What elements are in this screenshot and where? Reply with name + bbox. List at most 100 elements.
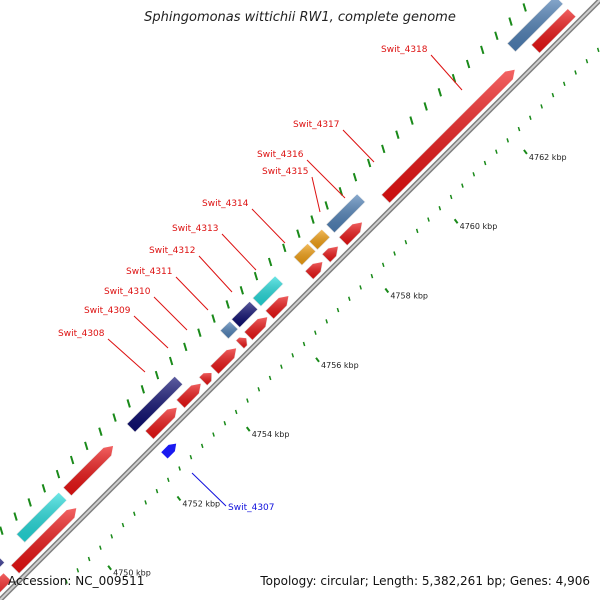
tick-mark — [76, 568, 80, 573]
tick-mark — [69, 455, 75, 465]
scale-tick — [176, 495, 182, 502]
gene-block-shade — [16, 491, 68, 543]
gene-arrow-shade — [0, 572, 13, 593]
tick-mark — [98, 427, 103, 436]
tick-mark — [508, 17, 513, 26]
tick-mark — [517, 126, 521, 132]
tick-mark — [427, 217, 430, 222]
label-leader-line — [198, 255, 233, 293]
gene-block-swit-4316-shade — [325, 193, 366, 234]
tick-mark — [366, 158, 372, 168]
scale-label: 4752 kbp — [182, 499, 220, 508]
tick-mark — [87, 556, 91, 562]
tick-mark — [178, 466, 181, 471]
gene-block-swit-4308-shade — [126, 375, 184, 433]
tick-mark — [84, 441, 89, 451]
gene-arrow-swit-4310b-shade — [210, 347, 237, 375]
tick-mark — [144, 500, 147, 505]
tick-mark — [225, 300, 230, 309]
gene-arrow-swit-4308-shade — [144, 406, 178, 440]
tick-mark — [183, 342, 188, 352]
tick-mark — [112, 413, 117, 422]
gene-label: Swit_4316 — [257, 150, 304, 160]
label-leader-line — [175, 276, 209, 311]
tick-mark — [381, 262, 385, 268]
tick-mark — [55, 469, 61, 479]
tick-mark — [302, 341, 306, 347]
tick-mark — [200, 443, 204, 449]
gene-block-swit-4318-shade — [506, 0, 564, 52]
tick-mark — [234, 409, 238, 415]
tick-mark — [324, 201, 329, 210]
scale-tick — [523, 149, 528, 155]
gene-label: Swit_4309 — [84, 306, 131, 316]
gene-arrow-swit-4316-shade — [338, 221, 363, 246]
tick-mark — [310, 215, 315, 224]
tick-mark — [197, 328, 202, 338]
map-title: Sphingomonas wittichii RW1, complete gen… — [144, 10, 456, 25]
tick-mark — [27, 498, 32, 507]
label-leader-line — [306, 159, 346, 199]
tick-mark — [461, 183, 464, 188]
tick-mark — [522, 3, 527, 12]
tick-mark — [562, 81, 566, 87]
gene-label: Swit_4314 — [202, 199, 249, 209]
gene-labels: Swit_4308 Swit_4309 Swit_4310 Swit_4311 Swit… — [58, 45, 463, 513]
tick-mark — [267, 257, 273, 267]
label-leader-line — [311, 176, 321, 213]
tick-mark — [212, 432, 215, 437]
tick-mark — [126, 399, 131, 408]
tick-mark — [168, 356, 174, 366]
tick-mark — [551, 92, 555, 98]
tick-mark — [99, 545, 102, 550]
gene-label: Swit_4315 — [262, 167, 309, 177]
tick-mark — [395, 130, 400, 140]
gene-arrow-swit-4312-shade — [243, 316, 268, 341]
tick-mark — [325, 319, 329, 324]
gene-arrow-swit-4310-shade — [198, 372, 213, 386]
gene-label: Swit_4311 — [126, 267, 173, 277]
gene-arrow-shade — [62, 445, 114, 497]
tick-mark — [480, 45, 485, 55]
tick-mark — [314, 330, 317, 335]
gene-block-swit-4311-shade — [219, 320, 239, 340]
tick-mark — [506, 138, 510, 143]
tick-mark — [65, 579, 68, 584]
gene-arrow-swit-4311-shade — [235, 336, 248, 349]
gene-label: Swit_4318 — [381, 45, 428, 55]
scale-tick — [384, 287, 390, 294]
gene-label: Swit_4313 — [172, 224, 219, 234]
label-leader-line — [107, 338, 146, 373]
tick-mark — [359, 285, 362, 290]
tick-mark — [423, 102, 428, 111]
tick-mark — [246, 398, 249, 403]
gene-label: Swit_4312 — [149, 246, 196, 256]
tick-mark — [166, 477, 170, 483]
tick-mark — [393, 251, 396, 256]
gene-block-swit-4313-shade — [252, 275, 284, 307]
tick-mark — [370, 273, 374, 279]
tick-mark — [140, 384, 145, 394]
tick-mark — [133, 511, 136, 516]
gene-block-shade — [0, 557, 5, 568]
tick-mark — [296, 229, 301, 239]
tick-mark — [409, 116, 414, 125]
tick-mark — [41, 483, 46, 493]
gene-arrow-shade — [10, 507, 78, 574]
tick-mark — [494, 31, 499, 41]
tick-mark — [438, 206, 442, 211]
scale-label: 4758 kbp — [390, 292, 428, 301]
tick-mark — [189, 454, 193, 460]
gene-block-swit-4315-shade — [309, 228, 331, 250]
label-leader-line — [221, 233, 257, 271]
tick-mark — [352, 172, 358, 182]
label-leader-line — [133, 315, 169, 349]
tick-mark — [253, 271, 259, 281]
tick-mark — [483, 160, 487, 166]
tick-mark — [211, 314, 216, 323]
gene-block-swit-4314-shade — [293, 242, 317, 266]
tick-mark — [110, 534, 114, 539]
gene-features — [0, 0, 578, 594]
